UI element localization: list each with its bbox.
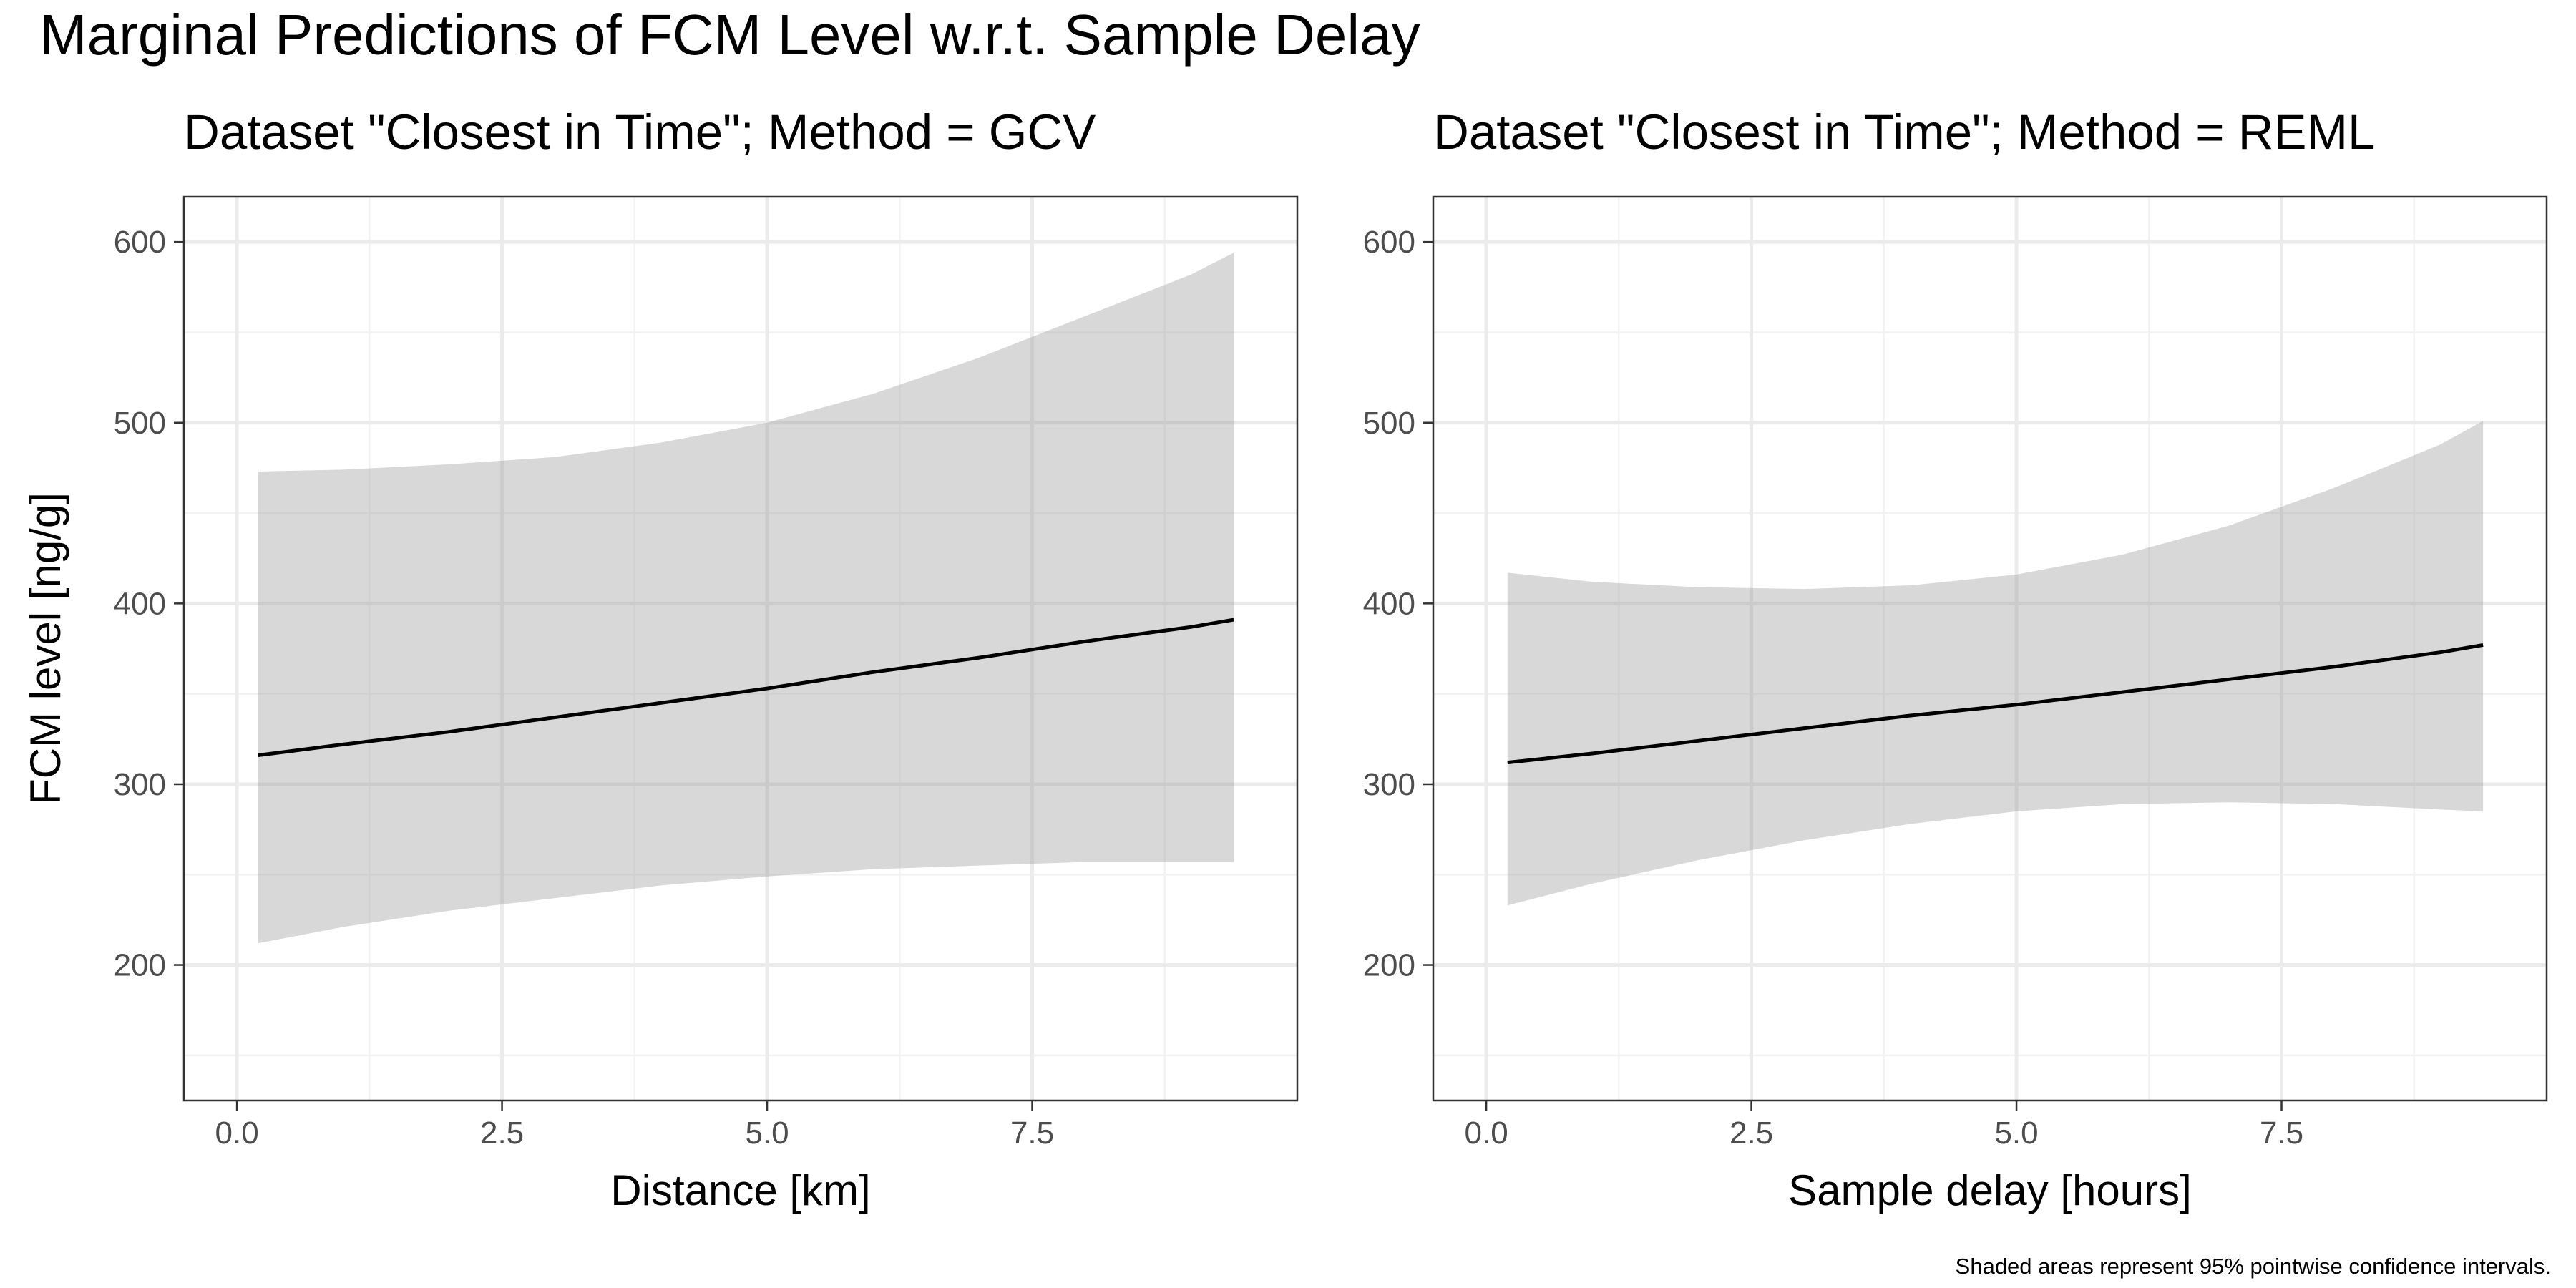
y-axis-label: FCM level [ng/g] bbox=[21, 492, 69, 805]
confidence-band bbox=[258, 253, 1234, 944]
panel-2: 0.0 2.5 5.0 7.5 200 300 400 500 600 Dataset "Clos… bbox=[1363, 104, 2548, 1214]
y-tick-label: 500 bbox=[1363, 406, 1415, 441]
x-tick-label: 5.0 bbox=[1994, 1116, 2038, 1151]
y-tick-label: 200 bbox=[114, 948, 166, 983]
panel-subtitle: Dataset "Closest in Time"; Method = REML bbox=[1433, 104, 2375, 160]
panel-1: 0.0 2.5 5.0 7.5 200 300 400 500 600 Dataset "Clos… bbox=[21, 104, 1299, 1214]
x-tick-label: 0.0 bbox=[1465, 1116, 1508, 1151]
x-tick-label: 7.5 bbox=[1010, 1116, 1054, 1151]
figure-caption: Shaded areas represent 95% pointwise con… bbox=[1956, 1254, 2551, 1279]
x-tick-label: 7.5 bbox=[2260, 1116, 2303, 1151]
fit-line bbox=[1507, 643, 2484, 765]
figure-title: Marginal Predictions of FCM Level w.r.t.… bbox=[39, 3, 1420, 67]
x-tick-label: 2.5 bbox=[1729, 1116, 1773, 1151]
y-tick-label: 400 bbox=[1363, 586, 1415, 621]
confidence-band bbox=[1507, 421, 2484, 906]
y-tick-label: 400 bbox=[114, 586, 166, 621]
x-tick-label: 2.5 bbox=[480, 1116, 524, 1151]
y-tick-label: 600 bbox=[1363, 225, 1415, 260]
y-tick-label: 500 bbox=[114, 406, 166, 441]
x-tick-label: 0.0 bbox=[215, 1116, 259, 1151]
panel-border bbox=[182, 195, 1299, 1102]
x-axis-label: Sample delay [hours] bbox=[1788, 1166, 2192, 1214]
panel-subtitle: Dataset "Closest in Time"; Method = GCV bbox=[184, 104, 1096, 160]
x-tick-label: 5.0 bbox=[745, 1116, 789, 1151]
x-axis-label: Distance [km] bbox=[610, 1166, 870, 1214]
fit-line bbox=[258, 618, 1234, 758]
y-tick-label: 300 bbox=[1363, 767, 1415, 802]
y-tick-label: 300 bbox=[114, 767, 166, 802]
y-tick-label: 600 bbox=[114, 225, 166, 260]
panel-border bbox=[1432, 195, 2548, 1102]
y-tick-label: 200 bbox=[1363, 948, 1415, 983]
